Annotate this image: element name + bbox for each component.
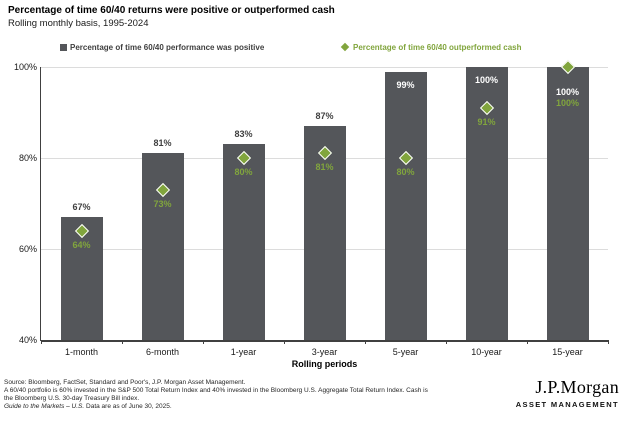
bar — [384, 71, 427, 340]
bar-value-label: 67% — [72, 202, 91, 213]
asset-management-label: ASSET MANAGEMENT — [515, 400, 619, 409]
diamond-value-label: 80% — [396, 167, 415, 177]
footnote-line: the Bloomberg U.S. 30-day Treasury Bill … — [4, 394, 140, 402]
footnote-line: Guide to the Markets – U.S. Data are as … — [4, 403, 509, 411]
diamond-value-label: 100% — [555, 98, 580, 108]
legend-item-positive: Percentage of time 60/40 performance was… — [60, 41, 264, 53]
x-axis-tick — [121, 340, 123, 344]
bar-value-label: 100% — [474, 75, 499, 85]
bar — [141, 153, 184, 340]
x-axis-tick — [40, 340, 42, 344]
as-of-date: Data are as of June 30, 2025. — [84, 402, 172, 410]
gridline — [41, 66, 608, 68]
diamond-value-label: 81% — [315, 162, 334, 173]
y-axis-tick-label: 80% — [18, 152, 37, 163]
x-axis-tick — [364, 340, 366, 344]
bar — [303, 126, 346, 340]
diamond-value-label: 91% — [477, 116, 496, 127]
x-axis-category-label: 3-year — [311, 347, 338, 357]
x-axis-tick — [202, 340, 204, 344]
x-axis-category-label: 10-year — [471, 347, 502, 357]
bar-value-label: 81% — [153, 138, 172, 149]
jpmorgan-brand-wordmark: J.P.Morgan — [535, 377, 619, 397]
legend-label-outperformed: Percentage of time 60/40 outperformed ca… — [353, 42, 522, 52]
bar-value-label: 99% — [396, 79, 415, 90]
jpmorgan-logo: J.P.Morgan ASSET MANAGEMENT — [516, 377, 619, 409]
page-subtitle: Rolling monthly basis, 1995-2024 — [8, 18, 149, 29]
legend-item-outperformed: Percentage of time 60/40 outperformed ca… — [340, 41, 522, 53]
x-axis-category-label: 15-year — [552, 347, 583, 357]
footnote-line: A 60/40 portfolio is 60% invested in the… — [4, 386, 428, 394]
x-axis-category-label: 1-month — [64, 347, 99, 357]
x-axis-category-label: 5-year — [392, 347, 419, 357]
y-axis-tick-label: 60% — [18, 243, 37, 254]
bar-value-label: 83% — [234, 129, 253, 140]
x-axis-tick — [607, 340, 609, 344]
gtm-reference: Guide to the Markets – U.S. — [4, 402, 85, 410]
x-axis-category-label: 6-month — [145, 347, 180, 357]
x-axis-tick — [445, 340, 447, 344]
bar-series-swatch-icon — [60, 43, 67, 51]
y-axis-tick-label: 40% — [18, 334, 37, 345]
legend-label-positive: Percentage of time 60/40 performance was… — [70, 42, 265, 52]
bar — [222, 144, 265, 340]
page-title: Percentage of time 60/40 returns were po… — [8, 5, 335, 16]
x-axis-tick — [526, 340, 528, 344]
source-footnote: Source: Bloomberg, FactSet, Standard and… — [4, 379, 509, 411]
x-axis-title: Rolling periods — [291, 359, 358, 369]
x-axis-line — [41, 340, 608, 342]
bar — [546, 67, 589, 340]
diamond-value-label: 73% — [153, 198, 172, 209]
y-axis-line — [40, 67, 41, 341]
x-axis-category-label: 1-year — [230, 347, 257, 357]
bar-value-label: 87% — [315, 111, 334, 122]
y-axis-tick-label: 100% — [13, 61, 37, 72]
diamond-value-label: 64% — [72, 239, 91, 250]
bar-value-label: 100% — [555, 87, 580, 97]
x-axis-tick — [283, 340, 285, 344]
diamond-value-label: 80% — [234, 167, 253, 177]
footnote-line: Source: Bloomberg, FactSet, Standard and… — [4, 379, 246, 386]
